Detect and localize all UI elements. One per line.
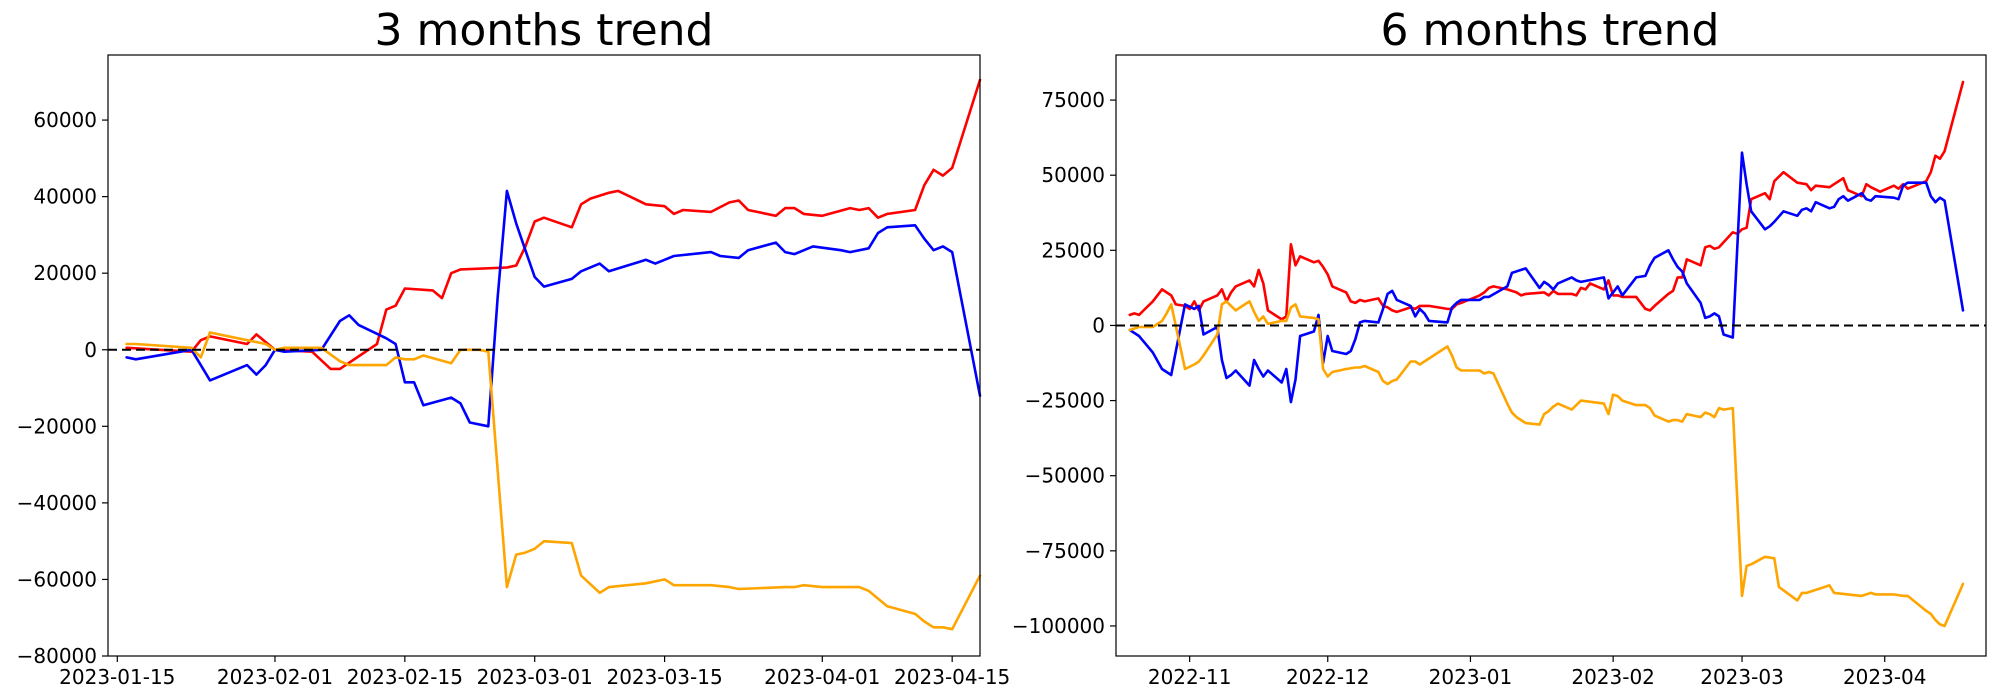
x-tick-label: 2023-02-01 [217,665,333,689]
series-line-1 [125,189,982,428]
x-tick-label: 2023-02-15 [347,665,463,689]
x-tick-label: 2023-03-15 [606,665,722,689]
axes-frame [107,54,981,657]
x-tick-label: 2023-04-01 [764,665,880,689]
plot-area [1116,80,1986,628]
chart-6-months-trend: 6 months trend 2022-11 2022-12 2023-01 2023… [1012,5,1987,689]
y-tick-label: −100000 [1012,614,1105,638]
x-tick-label: 2023-01 [1429,665,1513,689]
x-tick-label: 2023-01-15 [59,665,175,689]
y-tick-label: 50000 [1041,163,1105,187]
series-line-2 [1128,300,1965,628]
y-tick-label: 60000 [33,108,97,132]
x-tick-label: 2023-04-15 [894,665,1010,689]
chart-title: 6 months trend [1381,5,1720,56]
x-tick-label: 2022-12 [1286,665,1370,689]
x-tick-label: 2023-03 [1700,665,1784,689]
y-tick-label: −40000 [17,491,97,515]
y-tick-label: −75000 [1025,539,1105,563]
x-axis: 2022-11 2022-12 2023-01 2023-02 2023-03 2023-… [1148,656,1927,689]
y-tick-label: −60000 [17,567,97,591]
series-line-0 [1128,80,1965,321]
y-tick-label: −80000 [17,644,97,668]
y-tick-label: 20000 [33,261,97,285]
y-axis: −100000 −75000 −50000 −25000 0 25000 50000 7500… [1012,88,1116,638]
y-tick-label: 75000 [1041,88,1105,112]
x-tick-label: 2022-11 [1148,665,1232,689]
x-tick-label: 2023-03-01 [477,665,593,689]
plot-area [108,78,982,631]
y-tick-label: −20000 [17,414,97,438]
series-line-0 [125,78,982,371]
y-tick-label: 0 [1092,313,1105,337]
y-tick-label: 25000 [1041,238,1105,262]
y-tick-label: 0 [84,338,97,362]
x-tick-label: 2023-02 [1571,665,1655,689]
chart-title: 3 months trend [375,5,714,56]
y-tick-label: −25000 [1025,389,1105,413]
y-tick-label: 40000 [33,185,97,209]
chart-3-months-trend: 3 months trend 2023-01-15 2023-02-01 2023-… [17,5,1011,689]
series-line-2 [125,331,982,631]
y-axis: −80000 −60000 −40000 −20000 0 20000 40000 60000 [17,108,108,668]
x-tick-label: 2023-04 [1843,665,1927,689]
axes-frame [1115,54,1987,657]
y-tick-label: −50000 [1025,464,1105,488]
series-line-1 [1128,151,1965,404]
x-axis: 2023-01-15 2023-02-01 2023-02-15 2023-03-01… [59,656,1010,689]
